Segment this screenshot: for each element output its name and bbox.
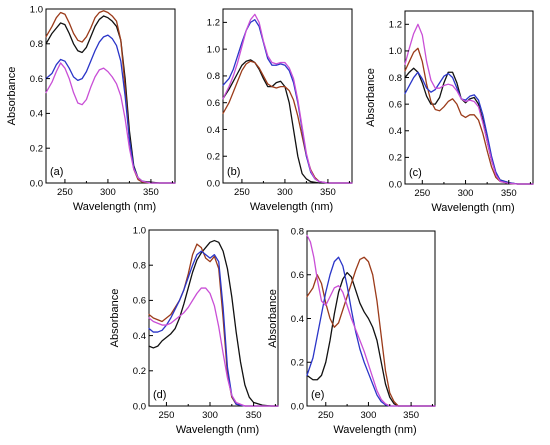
y-tick-label: 0.0 xyxy=(207,178,220,189)
y-tick-label: 0.0 xyxy=(389,179,402,190)
y-tick-label: 0.0 xyxy=(30,178,43,189)
plot-frame xyxy=(222,8,353,184)
x-axis-title: Wavelength (nm) xyxy=(176,424,259,436)
x-tick-label: 350 xyxy=(501,188,517,199)
panel-a: 250 300 350 0.0 0.2 0.4 0.6 0.8 1.0 Wavelength (n… xyxy=(6,4,176,213)
x-tick-label: 350 xyxy=(320,187,336,198)
y-tick-label: 0.8 xyxy=(133,261,146,272)
series-line-brown xyxy=(45,10,176,184)
y-tick-label: 0.4 xyxy=(133,331,146,342)
x-tick-label: 250 xyxy=(318,410,334,421)
x-tick-label: 300 xyxy=(277,187,293,198)
y-tick-label: 0.2 xyxy=(133,366,146,377)
series-line-black xyxy=(404,67,534,185)
y-tick-label: 1.0 xyxy=(207,44,220,55)
series-line-blue xyxy=(306,256,436,407)
series-line-black xyxy=(222,59,353,184)
x-tick-label: 350 xyxy=(143,187,159,198)
x-tick-label: 300 xyxy=(202,410,218,421)
y-tick-label: 0.4 xyxy=(30,109,43,120)
y-tick-label: 0.8 xyxy=(291,226,304,237)
y-axis-title: Absorbance xyxy=(267,289,279,348)
x-tick-label: 300 xyxy=(100,187,116,198)
x-axis-title: Wavelength (nm) xyxy=(431,202,514,214)
panel-c: 250 300 350 0.0 0.2 0.4 0.6 0.8 1.0 1.2 Wavelength… xyxy=(365,10,534,214)
x-tick-label: 300 xyxy=(458,188,474,199)
y-tick-label: 1.0 xyxy=(133,225,146,236)
x-axis-title: Wavelength (nm) xyxy=(73,201,156,213)
y-tick-label: 0.4 xyxy=(207,125,220,136)
x-axis-title: Wavelength (nm) xyxy=(333,424,416,436)
y-tick-label: 0.6 xyxy=(291,270,304,281)
y-tick-label: 0.0 xyxy=(291,401,304,412)
panel-label: (a) xyxy=(50,166,63,178)
series-line-blue xyxy=(45,34,176,184)
y-tick-label: 0.2 xyxy=(291,358,304,369)
y-tick-label: 0.2 xyxy=(207,152,220,163)
y-tick-label: 1.0 xyxy=(30,4,43,15)
series-line-magenta xyxy=(148,287,279,407)
x-tick-label: 250 xyxy=(57,187,73,198)
panel-e: 250 300 350 0.0 0.2 0.4 0.6 0.8 Wavelength (nm) A… xyxy=(267,226,436,436)
y-tick-label: 0.2 xyxy=(30,144,43,155)
y-tick-label: 1.2 xyxy=(207,18,220,29)
x-tick-label: 250 xyxy=(414,188,430,199)
plot-frame xyxy=(45,8,176,184)
series-line-magenta xyxy=(306,234,436,407)
series-line-brown xyxy=(222,60,353,184)
x-tick-label: 250 xyxy=(234,187,250,198)
y-axis-title: Absorbance xyxy=(6,67,18,126)
x-tick-label: 350 xyxy=(246,410,262,421)
series-line-blue xyxy=(148,250,279,407)
y-tick-label: 0.8 xyxy=(30,39,43,50)
plot-frame xyxy=(404,10,534,185)
panel-label: (b) xyxy=(227,166,240,178)
y-tick-label: 0.4 xyxy=(389,126,402,137)
panel-d: 250 300 350 0.0 0.2 0.4 0.6 0.8 1.0 Wavelength (n… xyxy=(109,225,279,436)
y-tick-label: 0.6 xyxy=(389,99,402,110)
series-line-black xyxy=(45,15,176,184)
y-tick-label: 0.2 xyxy=(389,153,402,164)
panel-b: 250 300 350 0.0 0.2 0.4 0.6 0.8 1.0 1.2 Wavelength… xyxy=(207,8,353,213)
y-tick-label: 1.0 xyxy=(389,46,402,57)
series-line-magenta xyxy=(45,62,176,184)
y-tick-label: 0.6 xyxy=(30,74,43,85)
x-tick-label: 250 xyxy=(159,410,175,421)
series-line-magenta xyxy=(404,23,534,185)
x-tick-label: 300 xyxy=(361,410,377,421)
plot-frame xyxy=(148,229,279,407)
series-line-black xyxy=(148,239,279,407)
series-line-brown xyxy=(148,243,279,407)
y-tick-label: 0.0 xyxy=(133,401,146,412)
panel-label: (e) xyxy=(311,389,324,401)
panel-label: (d) xyxy=(153,389,166,401)
y-tick-label: 0.8 xyxy=(207,71,220,82)
y-tick-label: 0.4 xyxy=(291,314,304,325)
series-line-brown xyxy=(404,47,534,185)
y-tick-label: 0.8 xyxy=(389,73,402,84)
x-axis-title: Wavelength (nm) xyxy=(250,201,333,213)
x-tick-label: 350 xyxy=(403,410,419,421)
y-axis-title: Absorbance xyxy=(109,289,121,348)
y-tick-label: 0.6 xyxy=(133,296,146,307)
series-line-brown xyxy=(306,256,436,407)
y-tick-label: 1.2 xyxy=(389,20,402,31)
panel-label: (c) xyxy=(409,167,422,179)
y-tick-label: 0.6 xyxy=(207,98,220,109)
series-line-magenta xyxy=(222,13,353,184)
y-axis-title: Absorbance xyxy=(365,68,377,127)
